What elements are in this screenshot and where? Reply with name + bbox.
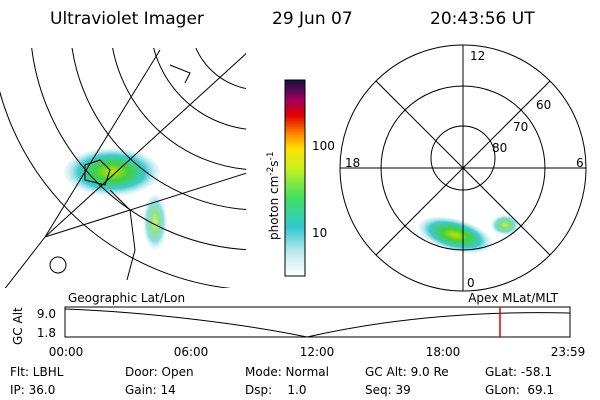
mlat-label: 70: [513, 120, 528, 134]
x-tick-label: 23:59: [551, 345, 586, 359]
status-footer: Flt: LBHL Door: Open Mode: Normal GC Alt: 9…: [10, 365, 554, 397]
polar-map: 12 18 6 0 60 70 80: [339, 44, 587, 292]
aurora: [143, 194, 167, 250]
mlat-label: 80: [492, 141, 507, 155]
status-field: Door: Open: [125, 365, 194, 379]
status-field: Dsp: 1.0: [245, 383, 307, 397]
time: 20:43:56 UT: [430, 9, 535, 29]
x-tick-label: 00:00: [49, 345, 84, 359]
x-tick-label: 06:00: [174, 345, 209, 359]
status-field: GLat: -58.1: [485, 365, 552, 379]
x-tick-label: 12:00: [300, 345, 335, 359]
title: Ultraviolet Imager: [50, 9, 204, 29]
status-field: Seq: 39: [365, 383, 411, 397]
mlat-label: 60: [536, 98, 551, 112]
aurora: [491, 215, 519, 235]
altitude-plot: Geographic Lat/Lon Apex MLat/MLT GC Alt …: [11, 291, 585, 359]
status-field: Mode: Normal: [245, 365, 329, 379]
status-field: GLon: 69.1: [485, 383, 554, 397]
colorbar: [284, 79, 306, 277]
mlt-label: 18: [345, 156, 360, 170]
status-field: Gain: 14: [125, 383, 176, 397]
colorbar-tick: 10: [312, 226, 327, 240]
y-tick-label: 1.8: [37, 326, 56, 340]
geographic-map: [0, 48, 246, 288]
aurora: [64, 148, 160, 196]
colorbar-label: photon cm-2s-1: [266, 151, 281, 240]
x-tick-label: 18:00: [426, 345, 461, 359]
aurora: [418, 216, 492, 254]
altitude-curve: [64, 308, 571, 338]
date: 29 Jun 07: [272, 9, 353, 29]
mlt-label: 6: [576, 156, 584, 170]
colorbar-tick: 100: [312, 139, 335, 153]
status-field: GC Alt: 9.0 Re: [365, 365, 449, 379]
y-label: GC Alt: [11, 307, 25, 345]
y-tick-label: 9.0: [37, 307, 56, 321]
plot-label: Apex MLat/MLT: [468, 291, 558, 305]
status-field: IP: 36.0: [10, 383, 55, 397]
plot-label: Geographic Lat/Lon: [68, 291, 185, 305]
mlt-label: 12: [470, 49, 485, 63]
status-field: Flt: LBHL: [10, 365, 64, 379]
mlt-label: 0: [467, 276, 475, 290]
plot-frame: [64, 306, 571, 338]
